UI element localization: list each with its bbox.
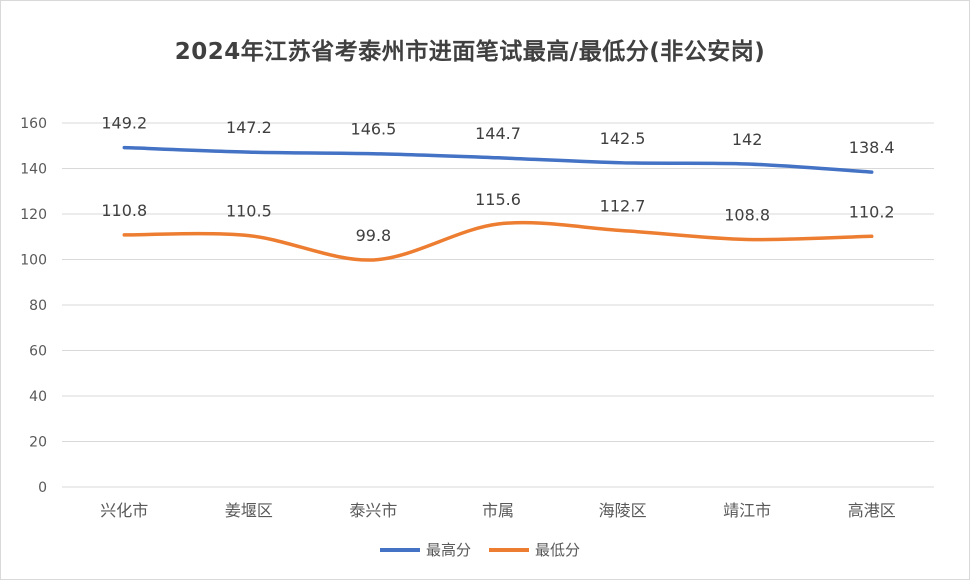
data-label: 138.4 bbox=[849, 138, 895, 157]
series-line-high bbox=[122, 145, 874, 174]
x-category-label: 泰兴市 bbox=[349, 501, 397, 520]
chart-title: 2024年江苏省考泰州市进面笔试最高/最低分(非公安岗) bbox=[174, 39, 766, 65]
data-label: 115.6 bbox=[475, 190, 521, 209]
data-label: 110.8 bbox=[101, 201, 147, 220]
y-tick-label: 60 bbox=[29, 344, 47, 360]
y-tick-label: 100 bbox=[20, 253, 47, 269]
y-axis-ticks: 0 20 40 60 80 100 120 140 160 bbox=[20, 116, 47, 496]
y-tick-label: 20 bbox=[29, 435, 47, 451]
data-label: 144.7 bbox=[475, 124, 521, 143]
x-category-label: 高港区 bbox=[848, 501, 896, 520]
series-lines bbox=[122, 145, 874, 262]
data-label: 146.5 bbox=[351, 120, 397, 139]
legend-label: 最低分 bbox=[535, 541, 580, 559]
y-tick-label: 140 bbox=[20, 162, 47, 178]
data-label: 142.5 bbox=[600, 129, 646, 148]
data-label: 108.8 bbox=[724, 205, 770, 224]
data-label: 99.8 bbox=[356, 226, 392, 245]
x-category-label: 兴化市 bbox=[100, 501, 148, 520]
y-tick-label: 160 bbox=[20, 116, 47, 132]
data-label: 110.2 bbox=[849, 202, 895, 221]
y-tick-label: 0 bbox=[38, 480, 47, 496]
legend-label: 最高分 bbox=[426, 541, 471, 559]
data-label: 112.7 bbox=[600, 197, 646, 216]
data-label: 110.5 bbox=[226, 202, 272, 221]
legend: 最高分 最低分 bbox=[380, 541, 580, 559]
x-category-label: 靖江市 bbox=[723, 501, 771, 520]
x-category-label: 姜堰区 bbox=[225, 501, 273, 520]
x-category-label: 海陵区 bbox=[599, 501, 647, 520]
data-label: 149.2 bbox=[101, 114, 147, 133]
data-label: 142 bbox=[732, 130, 763, 149]
data-labels: 149.2 147.2 146.5 144.7 142.5 142 138.4 110.8 11… bbox=[101, 114, 894, 245]
x-category-label: 市属 bbox=[482, 501, 514, 520]
x-axis-categories: 兴化市 姜堰区 泰兴市 市属 海陵区 靖江市 高港区 bbox=[100, 501, 895, 520]
y-tick-label: 120 bbox=[20, 207, 47, 223]
y-tick-label: 80 bbox=[29, 298, 47, 314]
data-label: 147.2 bbox=[226, 118, 272, 137]
gridlines bbox=[62, 122, 934, 488]
series-line-low bbox=[122, 220, 874, 262]
y-tick-label: 40 bbox=[29, 389, 47, 405]
